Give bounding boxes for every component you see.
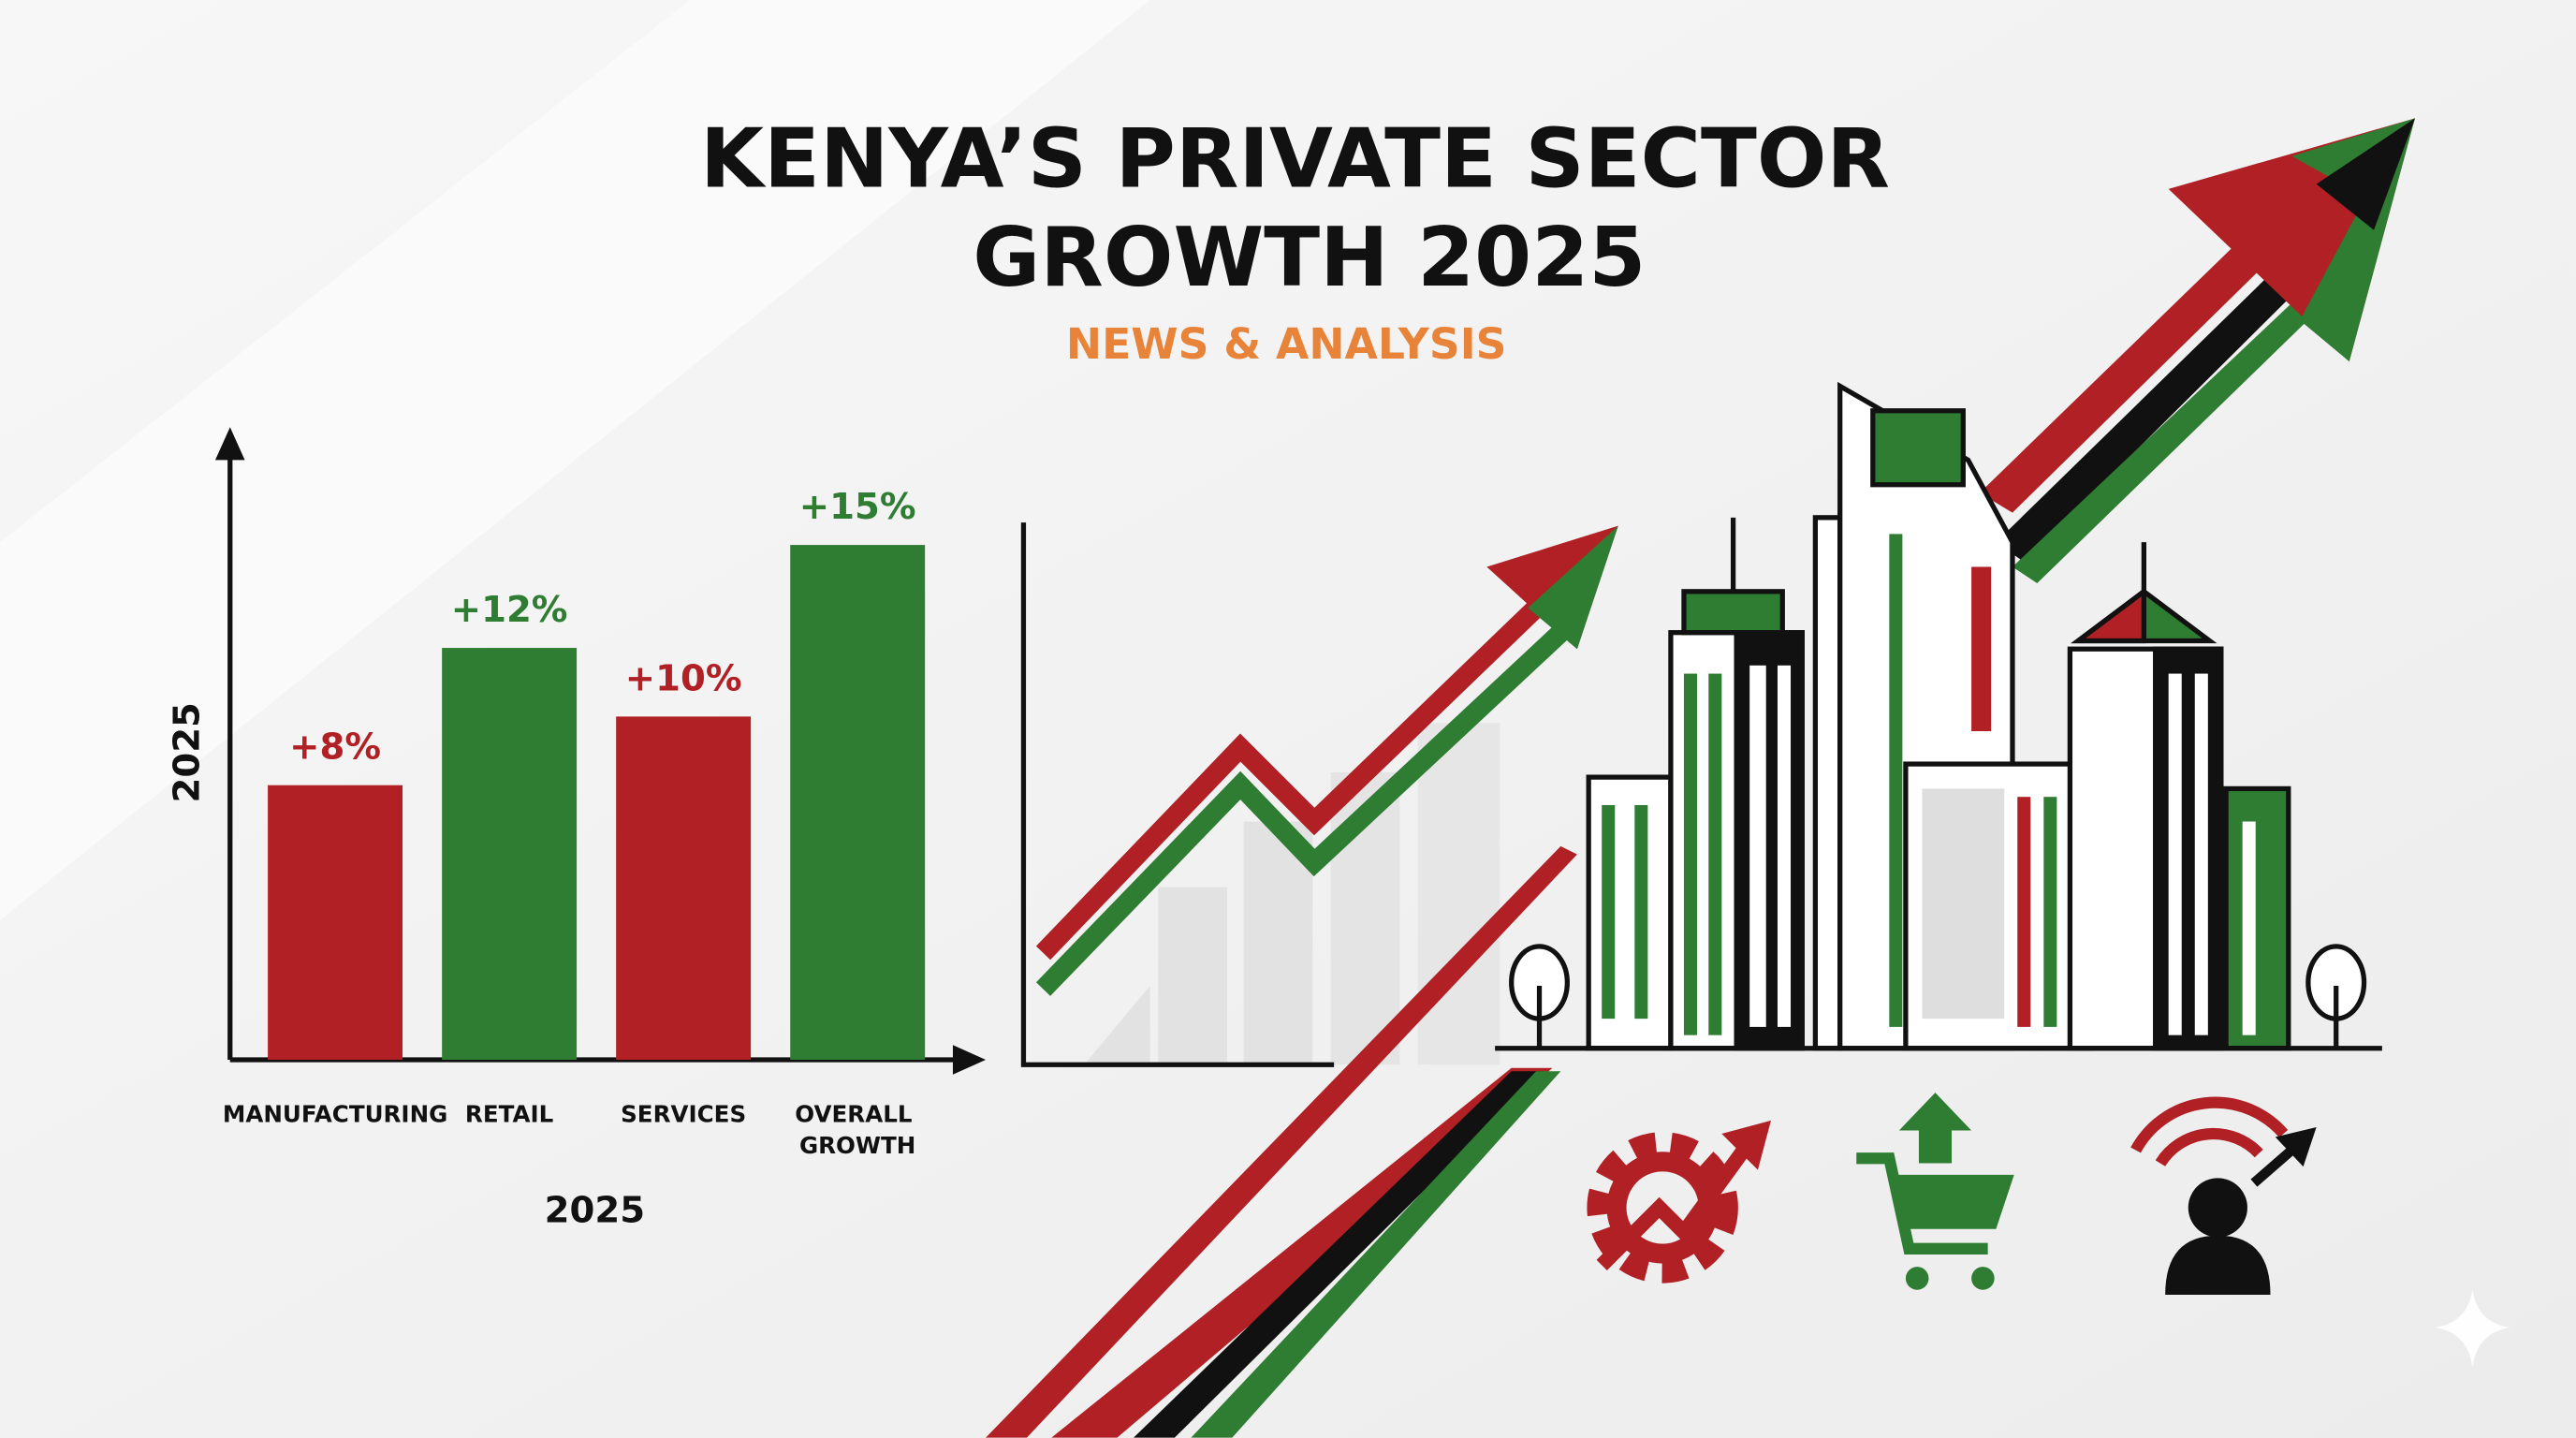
building xyxy=(2153,646,2224,1051)
y-axis-arrow xyxy=(214,427,245,461)
decor-skyline xyxy=(1495,381,2382,1051)
decor-stripes xyxy=(986,118,2415,1438)
value-label: +8% xyxy=(289,726,381,769)
building xyxy=(1586,774,1674,1051)
chart-subtitle: NEWS & ANALYSIS xyxy=(1066,319,1507,369)
value-label: +10% xyxy=(625,657,742,699)
person-arrow xyxy=(2250,1146,2295,1187)
cart-arrow xyxy=(1898,1093,1972,1164)
window-column xyxy=(2168,673,2182,1035)
window-column xyxy=(1749,665,1766,1027)
decor-axis xyxy=(1020,522,1335,1067)
bar-group: +8% MANUFACTURING +12% RETAIL +10% SERVICES +1… xyxy=(223,486,926,1159)
building xyxy=(1903,761,2093,1051)
chart-title: KENYA’S PRIVATE SECTOR GROWTH 2025 xyxy=(700,110,1919,304)
building xyxy=(1812,515,1843,1051)
bar xyxy=(616,716,752,1060)
person-head xyxy=(2188,1178,2247,1238)
person-body xyxy=(2165,1235,2271,1295)
icon-industry xyxy=(1587,1120,1771,1284)
decor-arrow-green xyxy=(1035,624,1568,996)
cart-basket xyxy=(1889,1174,2014,1229)
window-column xyxy=(1889,534,1903,1027)
decor-column xyxy=(1084,986,1150,1065)
bar xyxy=(790,545,926,1060)
stripe-black xyxy=(1996,257,2308,563)
stripe-green xyxy=(1191,1071,1561,1438)
gear-arrow xyxy=(1596,1137,1756,1270)
x-tick-label: SERVICES xyxy=(621,1101,746,1128)
building-roof xyxy=(2071,586,2147,644)
stripe-black xyxy=(1134,1071,1544,1438)
icon-services xyxy=(2130,1096,2317,1295)
x-tick-label: RETAIL xyxy=(465,1101,553,1128)
y-axis-label: 2025 xyxy=(166,702,208,802)
building xyxy=(1734,630,1805,1051)
x-tick-label: OVERALL GROWTH xyxy=(795,1101,920,1159)
person-arrowhead xyxy=(2275,1126,2317,1167)
gear-arrowhead xyxy=(1721,1120,1771,1170)
cart-wheel xyxy=(1971,1267,1995,1290)
cart-wheel xyxy=(1905,1267,1929,1290)
background-stripe xyxy=(0,0,1150,920)
window-column xyxy=(1634,804,1648,1020)
decor-column xyxy=(1417,723,1500,1065)
window-column xyxy=(2242,821,2256,1035)
x-axis-label: 2025 xyxy=(545,1190,645,1232)
decor-arrow-red xyxy=(1035,600,1544,961)
arrowhead xyxy=(2316,118,2415,230)
decor-column xyxy=(1158,887,1228,1065)
window-column xyxy=(1602,804,1616,1020)
bar xyxy=(442,648,578,1060)
text-line: GROWTH 2025 xyxy=(973,210,1646,305)
x-tick-label: MANUFACTURING xyxy=(223,1101,447,1128)
bar xyxy=(268,785,403,1060)
window-column xyxy=(1777,665,1792,1027)
window-column xyxy=(1683,673,1698,1035)
text-line: GROWTH xyxy=(799,1132,915,1159)
window-column xyxy=(1708,673,1722,1035)
gear xyxy=(1587,1132,1738,1284)
decor-trend xyxy=(1020,522,1618,1067)
decor-arrowhead xyxy=(1528,525,1618,650)
window-column xyxy=(2194,673,2208,1035)
building xyxy=(2223,785,2291,1051)
window-column xyxy=(1971,566,1992,731)
window-panel xyxy=(1922,788,2005,1020)
building-top xyxy=(1681,589,1785,636)
building-panel xyxy=(1870,408,1966,488)
signal xyxy=(2130,1096,2289,1153)
text-line: OVERALL xyxy=(795,1101,920,1128)
window-column xyxy=(2043,797,2057,1027)
signal xyxy=(2155,1127,2263,1167)
stripe-green xyxy=(2012,287,2325,584)
windows xyxy=(1602,534,2256,1035)
icon-retail xyxy=(1856,1093,2014,1290)
sparkle xyxy=(2435,1289,2510,1368)
text-line: KENYA’S PRIVATE SECTOR xyxy=(700,110,1919,206)
value-label: +15% xyxy=(799,486,916,528)
window-column xyxy=(2017,797,2031,1027)
stripe-red xyxy=(986,845,1577,1438)
x-axis-arrow xyxy=(952,1045,987,1075)
stripe-red xyxy=(1979,221,2284,513)
value-label: +12% xyxy=(451,589,568,631)
